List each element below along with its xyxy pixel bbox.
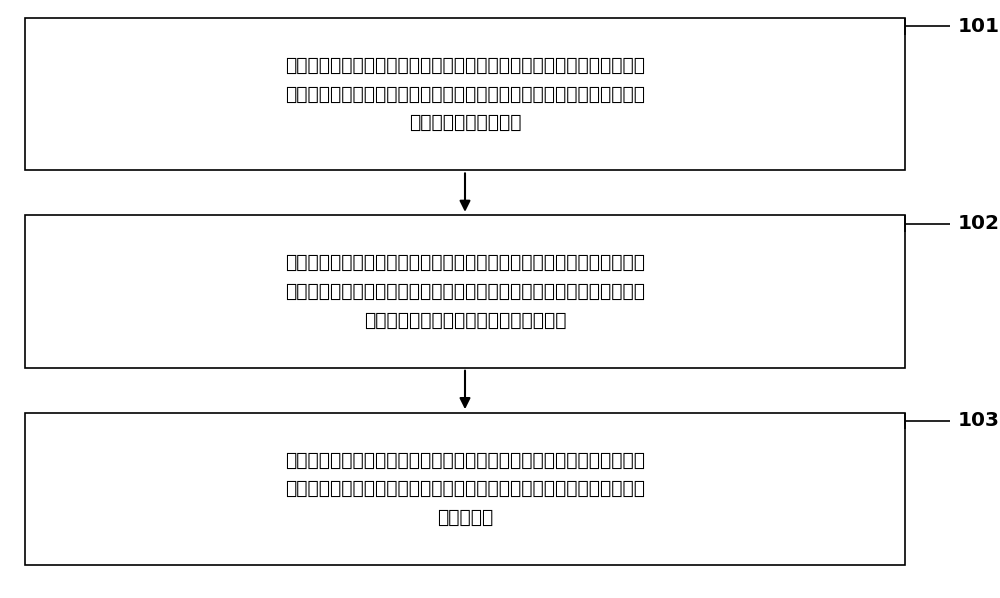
Bar — [25, 413, 905, 565]
Text: 101: 101 — [958, 17, 1000, 36]
Bar — [25, 18, 905, 170]
Text: 在确定完成第一室内机的自清洁阶段运行的情况下，根据当前过热度、前
次过热度，以及与高温除菌阶段制热运行对应的第一目标过热度，确定第
一室内机的膨胀阀的当前第一阀: 在确定完成第一室内机的自清洁阶段运行的情况下，根据当前过热度、前 次过热度，以及… — [285, 254, 645, 329]
Text: 根据第一室内机的膨胀阀的当前第一阀调整开度，以及，第二室内机的膨
胀阀的制热待机开度，控制空调第一运行，其中，第二室内机未接收到高
温除菌指令: 根据第一室内机的膨胀阀的当前第一阀调整开度，以及，第二室内机的膨 胀阀的制热待机… — [285, 451, 645, 527]
Text: 103: 103 — [958, 411, 1000, 431]
Text: 获取第一室内机的当前盘管温度，以及室外机的当前细管温度，并得到当
前盘管温度与当前细管温度之间差值对应的当前过热度，其中，第一室内
机接收到高温除菌指令: 获取第一室内机的当前盘管温度，以及室外机的当前细管温度，并得到当 前盘管温度与当… — [285, 56, 645, 132]
Bar — [25, 215, 905, 368]
Text: 102: 102 — [958, 214, 1000, 233]
